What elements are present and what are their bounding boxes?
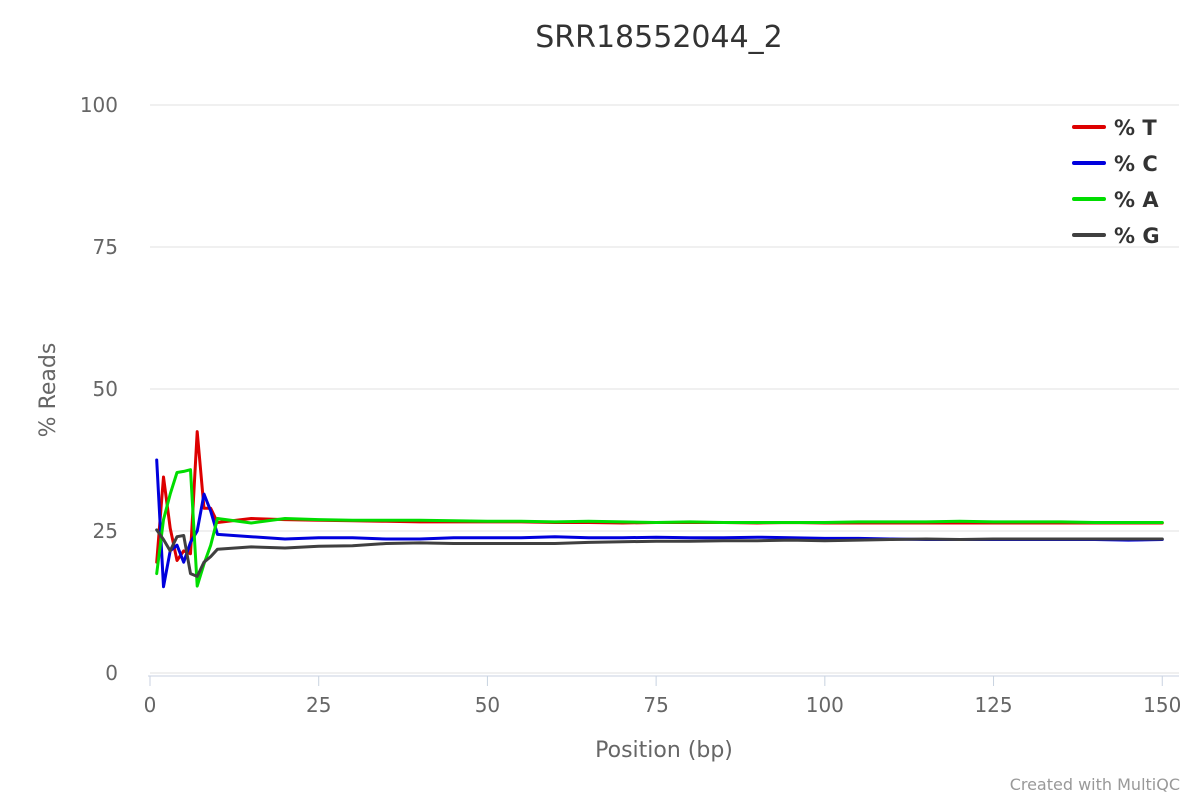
y-tick-label: 25 [93, 519, 118, 543]
legend-label-c[interactable]: % C [1114, 152, 1158, 176]
y-tick-label: 0 [105, 661, 118, 685]
series-line-g[interactable] [155, 528, 1164, 578]
gridlines [148, 104, 1179, 677]
credit-text[interactable]: Created with MultiQC [1010, 775, 1180, 794]
x-tick-label: 50 [475, 693, 500, 717]
y-tick-label: 50 [93, 377, 118, 401]
legend[interactable]: % T % C % A % G [1072, 116, 1160, 248]
x-axis-ticks: 0 25 50 75 100 125 150 [144, 676, 1181, 717]
legend-label-a[interactable]: % A [1114, 188, 1159, 212]
x-tick-label: 0 [144, 693, 157, 717]
legend-label-g[interactable]: % G [1114, 224, 1160, 248]
y-axis-label: % Reads [36, 343, 61, 438]
x-axis-label: Position (bp) [595, 738, 733, 763]
x-tick-label: 100 [806, 693, 844, 717]
y-tick-label: 100 [80, 93, 118, 117]
legend-label-t[interactable]: % T [1114, 116, 1157, 140]
x-tick-label: 75 [643, 693, 668, 717]
x-tick-label: 150 [1143, 693, 1181, 717]
series-line-a[interactable] [155, 468, 1164, 588]
series-group [155, 430, 1164, 589]
chart-title: SRR18552044_2 [535, 20, 783, 55]
x-tick-label: 125 [974, 693, 1012, 717]
x-tick-label: 25 [306, 693, 331, 717]
y-tick-label: 75 [93, 235, 118, 259]
y-axis-ticks: 0 25 50 75 100 [80, 93, 118, 685]
